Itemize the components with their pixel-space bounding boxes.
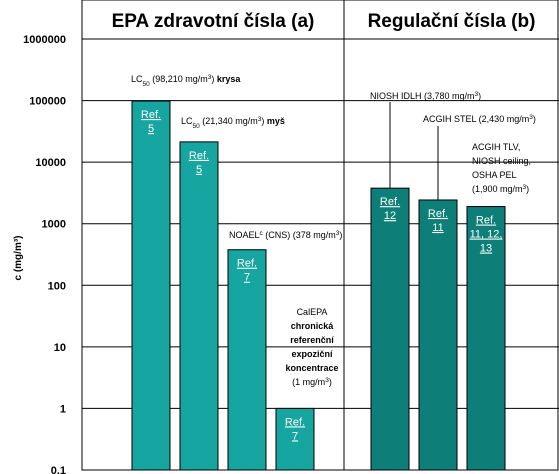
bar [179,141,219,471]
annotation-segment: ) [329,377,332,387]
bar [466,206,506,471]
y-axis-label: c (mg/m³) [13,236,24,281]
bar-ref-label: Ref. [189,150,209,162]
annotation-text: koncentrace [285,363,338,373]
annotation-segment: NOAEL [229,230,260,240]
y-tick-label: 1 [60,403,66,415]
panel-title: Regulační čísla (b) [368,11,536,32]
annotation-segment: krysa [217,74,242,84]
bar [418,199,458,471]
annotation-segment: koncentrace [285,363,338,373]
annotation-segment: ) [478,91,481,101]
annotation-text: CalEPA [297,307,328,317]
annotation-segment: ) [526,184,529,194]
annotation-segment: referenční [290,335,334,345]
bar [227,249,267,471]
annotation-segment: (1,900 mg/m [472,184,523,194]
annotation-segment: NIOSH ceiling, [472,156,531,166]
annotation-segment: 3 [475,91,479,98]
annotation-text: expoziční [291,349,333,359]
annotation-segment: NIOSH IDLH (3,780 mg/m [370,91,475,101]
annotation-text: referenční [290,335,334,345]
y-tick-label: 100000 [29,96,66,108]
annotation-segment: myš [267,116,285,126]
annotation-segment: (98,210 mg/m [150,74,208,84]
annotation-segment: 3 [529,114,533,121]
bar-ref-label: 12 [384,210,396,222]
bar-ref-label: Ref. [380,196,400,208]
annotation-segment: 3 [336,230,340,237]
bar-ref-label: 7 [244,272,250,284]
bar-ref-label: Ref. [237,258,257,270]
annotation-segment: 50 [193,123,201,130]
annotation-segment: ) [261,116,267,126]
annotation-text: NIOSH ceiling, [472,156,531,166]
annotation-text: OSHA PEL [472,170,517,180]
annotation-segment: OSHA PEL [472,170,517,180]
bar-ref-label: Ref. [476,215,496,227]
y-tick-label: 100 [48,280,66,292]
annotation-text: (1 mg/m3) [292,377,332,388]
y-tick-label: 0.1 [51,465,66,474]
panel-title: EPA zdravotní čísla (a) [112,11,315,32]
bar-ref-label: 13 [480,243,492,255]
annotation-segment: ACGIH TLV, [472,142,520,152]
annotation-segment: chronická [291,321,335,331]
annotation-text: ACGIH TLV, [472,142,520,152]
annotation-segment: CalEPA [297,307,328,317]
annotation-text: ACGIH STEL (2,430 mg/m3) [423,114,536,125]
annotation-segment: 3 [523,184,527,191]
annotation-text: (1,900 mg/m3) [472,184,529,195]
annotation-text: NIOSH IDLH (3,780 mg/m3) [370,91,481,102]
bar-ref-label: Ref. [141,109,161,121]
y-tick-label: 10000 [35,157,66,169]
annotation-segment: ACGIH STEL (2,430 mg/m [423,114,529,124]
y-tick-label: 10 [54,342,66,354]
annotation-segment: (CNS) (378 mg/m [263,230,336,240]
annotation-segment: (1 mg/m [292,377,325,387]
annotation-segment: 3 [325,377,329,384]
annotation-segment: (21,340 mg/m [200,116,258,126]
bar-ref-label: 11 [432,222,443,234]
bar-ref-label: Ref. [285,416,305,428]
annotation-segment: LC [181,116,193,126]
annotation-segment: LC [131,74,143,84]
annotation-text: LC50 (98,210 mg/m3) krysa [131,74,241,88]
bar [370,187,410,471]
annotation-segment: ) [339,230,342,240]
bar-ref-label: Ref. [428,208,448,220]
y-tick-label: 1000000 [23,34,66,46]
annotation-segment: 3 [208,74,212,81]
annotation-segment: 3 [258,116,262,123]
annotation-segment: 50 [143,81,151,88]
bar [131,100,171,471]
annotation-segment: expoziční [291,349,333,359]
annotation-text: NOAELc (CNS) (378 mg/m3) [229,230,342,241]
bar-ref-label: 7 [292,430,298,442]
annotation-segment: ) [211,74,217,84]
annotation-segment: ) [533,114,536,124]
annotation-text: LC50 (21,340 mg/m3) myš [181,116,285,130]
bar-ref-label: 5 [196,164,202,176]
bar-ref-label: 5 [148,123,154,135]
bar [275,407,315,471]
bar-ref-label: 11, 12, [470,229,503,241]
annotation-segment: c [260,230,264,237]
y-tick-label: 1000 [42,219,66,231]
annotation-text: chronická [291,321,335,331]
